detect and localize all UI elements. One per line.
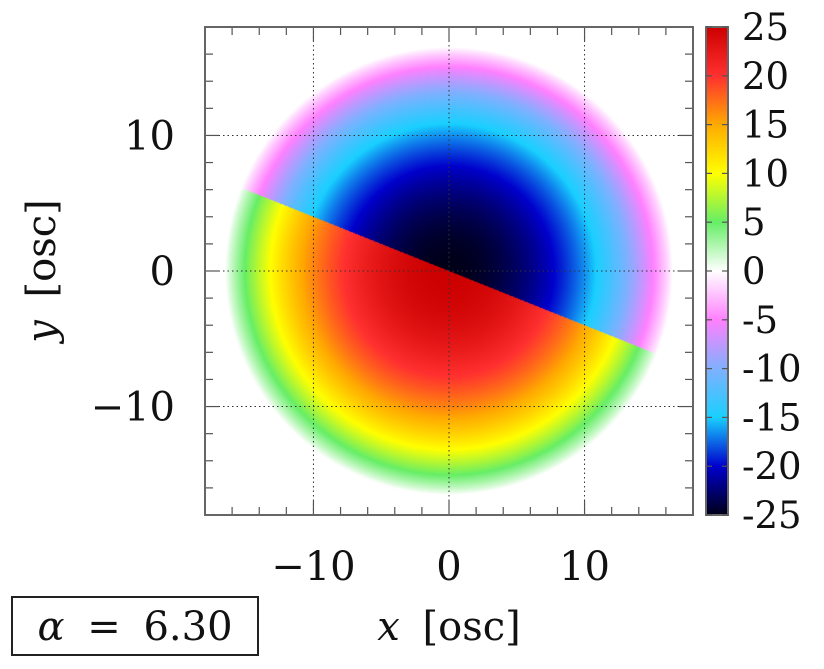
y-tick-label: 0	[150, 249, 175, 295]
colorbar-labels: 25 20 15 10 5 0 -5 -10 -15 -20 -25	[742, 6, 802, 537]
colorbar-label: -15	[742, 396, 802, 439]
colorbar-label: 10	[742, 152, 789, 195]
colorbar-ticks	[706, 26, 728, 516]
colorbar-label: -5	[742, 299, 778, 342]
grid-lines	[205, 27, 693, 515]
annotation-symbol: α	[37, 604, 64, 650]
colorbar-label: -10	[742, 348, 802, 391]
x-tick-label: 10	[559, 544, 610, 590]
plot-frame	[204, 26, 694, 516]
colorbar-label: 15	[742, 104, 789, 147]
y-tick-label: 10	[124, 113, 175, 159]
y-axis-label-var: y	[19, 319, 65, 345]
annotation-box	[11, 596, 259, 656]
colorbar-label: 5	[742, 201, 766, 244]
colorbar-label: 25	[742, 6, 789, 49]
y-axis-label: y [osc]	[19, 199, 65, 345]
axis-ticks	[205, 27, 693, 515]
colorbar-label: 20	[742, 55, 789, 98]
y-tick-label: −10	[91, 385, 175, 431]
annotation-text: α = 6.30	[37, 604, 232, 650]
x-axis-label-unit: [osc]	[423, 604, 521, 650]
x-tick-labels: −10 0 10	[271, 544, 610, 590]
colorbar-label: 0	[742, 250, 766, 293]
x-tick-label: 0	[436, 544, 461, 590]
y-axis-label-unit: [osc]	[19, 199, 65, 297]
y-tick-labels: −10 0 10	[91, 113, 175, 430]
x-tick-label: −10	[271, 544, 355, 590]
colorbar-label: -25	[742, 494, 802, 537]
colorbar-label: -20	[742, 445, 802, 488]
x-axis-label: x [osc]	[377, 604, 521, 650]
annotation-equals: =	[87, 604, 121, 650]
annotation-value: 6.30	[143, 604, 232, 650]
x-axis-label-var: x	[377, 604, 400, 650]
